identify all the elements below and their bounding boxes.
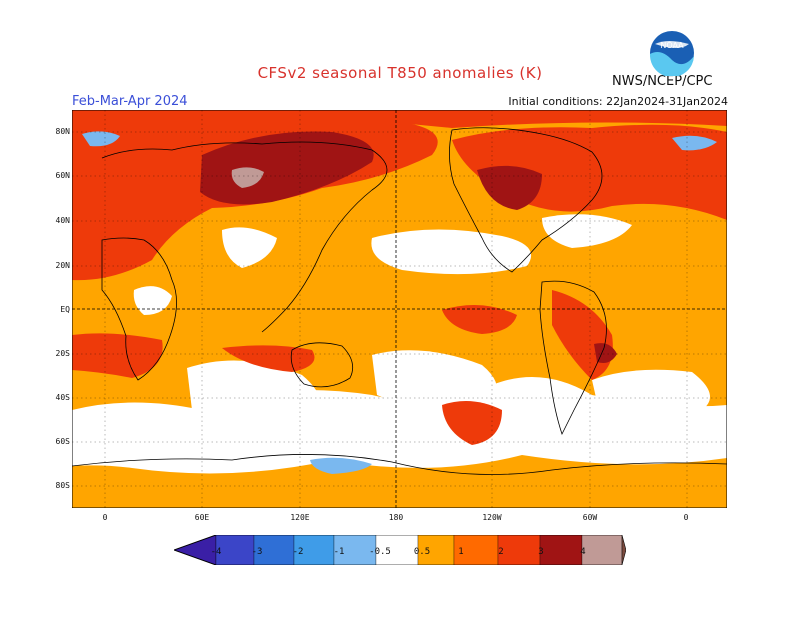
initial-conditions-label: Initial conditions: 22Jan2024-31Jan2024	[508, 95, 728, 108]
colorbar-label: 1	[458, 547, 464, 557]
colorbar-label: 2	[498, 547, 504, 557]
coast-africa	[101, 237, 177, 381]
anomaly-map	[72, 110, 727, 508]
red-area-arctic	[72, 110, 727, 128]
latitude-label: 20S	[55, 349, 70, 358]
colorbar-box	[581, 535, 623, 565]
colorbar-box	[215, 535, 255, 565]
latitude-label: 60N	[55, 171, 70, 180]
white-area-south-atlantic	[592, 369, 710, 412]
colorbar-label: -2	[292, 547, 304, 557]
colorbar-box	[417, 535, 455, 565]
longitude-label: 60E	[194, 513, 210, 522]
colorbar-max-arrow	[621, 535, 626, 565]
agency-label: NWS/NCEP/CPC	[612, 74, 713, 89]
chart-title: CFSv2 seasonal T850 anomalies (K)	[257, 64, 543, 82]
longitude-label: 120W	[482, 513, 502, 522]
latitude-label: EQ	[60, 305, 70, 314]
colorbar-box	[293, 535, 335, 565]
reference-lines	[72, 110, 727, 508]
longitude-label: 60W	[582, 513, 598, 522]
blue-area-greenland	[82, 131, 120, 147]
latitude-label: 60S	[55, 437, 70, 446]
colorbar-label: -1	[333, 547, 345, 557]
coastlines	[72, 127, 727, 475]
white-area-south-indian	[187, 360, 320, 421]
noaa-logo: NOAA	[649, 31, 694, 76]
colorbar-box	[453, 535, 499, 565]
longitude-label: 0	[102, 513, 108, 522]
white-area-north-pacific	[371, 229, 532, 275]
longitude-label: 180	[388, 513, 404, 522]
blue-area-antarctic-ross	[310, 457, 372, 474]
coast-south-america	[539, 280, 607, 436]
pink-area-mongolia	[231, 167, 264, 188]
colorbar-box	[333, 535, 377, 565]
white-area-north-atlantic	[542, 214, 632, 248]
white-area-arabia	[222, 227, 277, 268]
season-label: Feb-Mar-Apr 2024	[72, 94, 188, 109]
colorbar-box	[375, 535, 419, 565]
latitude-label: 40N	[55, 216, 70, 225]
latitude-label: 40S	[55, 393, 70, 402]
white-area-africa	[133, 286, 172, 315]
colorbar-label: -0.5	[369, 547, 391, 557]
coast-north-america	[449, 127, 603, 273]
coast-antarctica	[72, 454, 727, 475]
longitude-label: 120E	[290, 513, 310, 522]
colorbar-label: 0.5	[413, 547, 431, 557]
latitude-label: 80S	[55, 481, 70, 490]
red-area-southern-africa	[72, 333, 163, 378]
darkred-area-canada	[477, 165, 542, 210]
coast-australia	[290, 342, 354, 388]
colorbar-label: 3	[538, 547, 544, 557]
logo-text: NOAA	[660, 41, 684, 50]
blue-area-north-atlantic	[672, 135, 717, 151]
latitude-label: 80N	[55, 127, 70, 136]
colorbar-label: -3	[251, 547, 263, 557]
red-area-equatorial-pacific	[442, 305, 517, 334]
colorbar	[174, 535, 626, 565]
colorbar-label: -4	[210, 547, 222, 557]
latitude-label: 20N	[55, 261, 70, 270]
colorbar-label: 4	[580, 547, 586, 557]
longitude-label: 0	[683, 513, 689, 522]
red-area-south-pacific	[442, 401, 502, 445]
coast-europe-asia	[101, 141, 388, 333]
white-area-south-pacific	[372, 350, 497, 411]
